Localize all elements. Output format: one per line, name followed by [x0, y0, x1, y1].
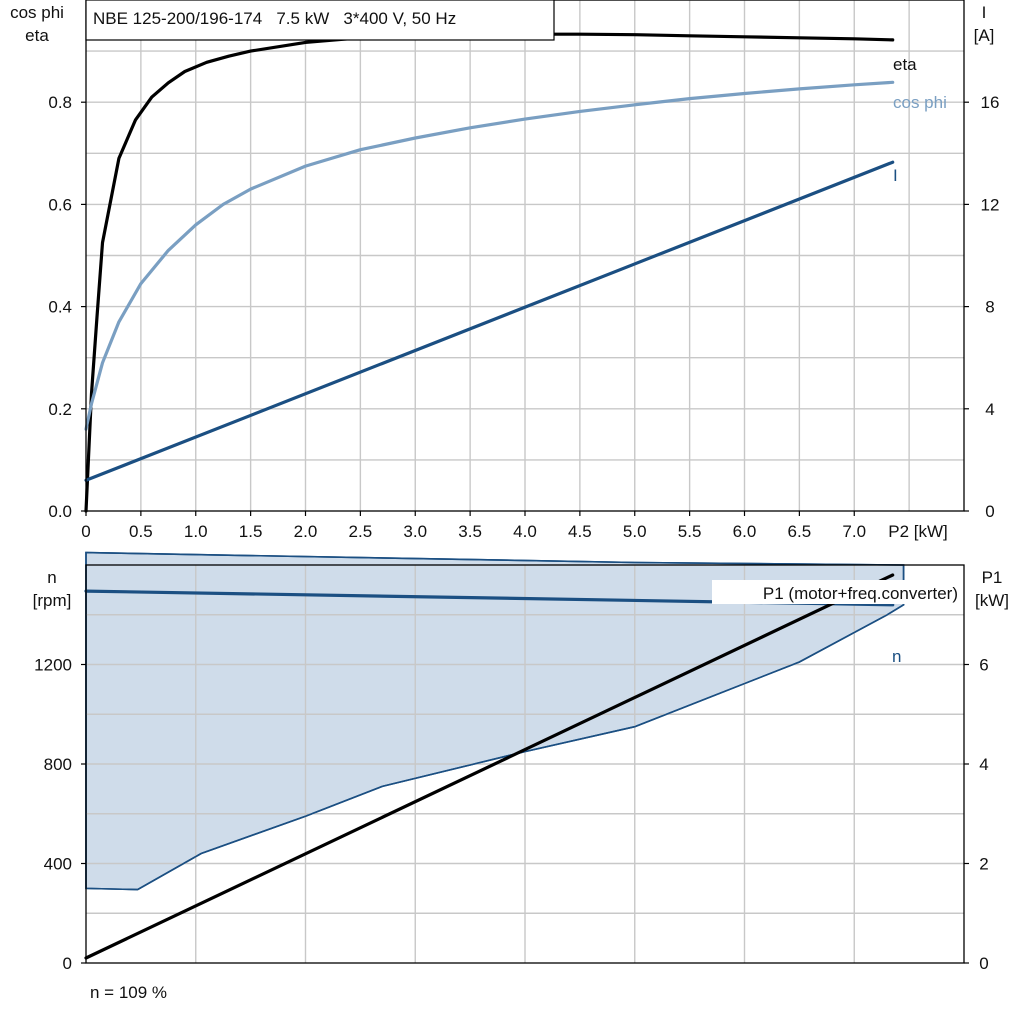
- bottom-right-tick-label: 4: [979, 755, 988, 774]
- series-label-current: I: [893, 166, 898, 185]
- series-label-eta: eta: [893, 55, 917, 74]
- top-x-tick-label: 4.5: [568, 522, 592, 541]
- bottom-right-tick-label: 6: [979, 656, 988, 675]
- top-x-ticks: 0 0.5 1.0 1.5 2.0 2.5 3.0 3.5 4.0 4.5 5.0 5.5 6.0 6.5…: [81, 511, 866, 541]
- series-line-p1: [84, 573, 895, 960]
- bottom-left-tick-label: 1200: [34, 656, 72, 675]
- top-x-tick-label: 2.5: [349, 522, 373, 541]
- bottom-right-tick-label: 2: [979, 855, 988, 874]
- chart-title: NBE 125-200/196-174 7.5 kW 3*400 V, 50 H…: [93, 9, 456, 28]
- top-x-tick-label: 0: [81, 522, 90, 541]
- top-left-axis-label-eta: eta: [25, 26, 49, 45]
- top-x-tick-label: 5.5: [678, 522, 702, 541]
- top-x-tick-label: 0.5: [129, 522, 153, 541]
- top-x-tick-label: 6.0: [733, 522, 757, 541]
- bottom-left-tick-label: 0: [63, 954, 72, 973]
- top-x-axis-label: P2 [kW]: [888, 522, 948, 541]
- top-x-tick-label: 1.5: [239, 522, 263, 541]
- bottom-left-axis-label-unit: [rpm]: [33, 591, 72, 610]
- top-right-tick-label: 12: [981, 195, 1000, 214]
- series-label-n: n: [892, 647, 901, 666]
- top-right-axis-label-current: I: [982, 3, 987, 22]
- series-line-eta: [84, 32, 895, 513]
- top-x-tick-label: 5.0: [623, 522, 647, 541]
- top-x-tick-label: 3.5: [458, 522, 482, 541]
- bottom-right-ticks: 0 2 4 6: [964, 656, 989, 973]
- bottom-right-axis-label-p1: P1: [982, 568, 1003, 587]
- top-right-axis-label-unit: [A]: [974, 26, 995, 45]
- operating-range-outline: [85, 551, 905, 891]
- bottom-left-ticks: 0 400 800 1200: [34, 656, 86, 973]
- top-left-tick-label: 0.0: [48, 502, 72, 521]
- bottom-right-axis-label-unit: [kW]: [975, 591, 1009, 610]
- top-grid: [86, 0, 964, 511]
- top-right-ticks: 0 4 8 12 16: [964, 93, 999, 521]
- top-left-tick-label: 0.2: [48, 400, 72, 419]
- bottom-left-tick-label: 400: [44, 855, 72, 874]
- top-x-tick-label: 4.0: [513, 522, 537, 541]
- p1-label-background: [712, 580, 960, 604]
- bottom-left-tick-label: 800: [44, 755, 72, 774]
- top-x-tick-label: 6.5: [788, 522, 812, 541]
- series-label-p1: P1 (motor+freq.converter): [763, 584, 958, 603]
- speed-footer: n = 109 %: [90, 983, 167, 1002]
- top-left-ticks: 0.0 0.2 0.4 0.6 0.8: [48, 93, 86, 521]
- bottom-grid: [85, 551, 964, 963]
- top-left-axis-label-cosphi: cos phi: [10, 3, 64, 22]
- top-series-group: [84, 32, 895, 513]
- top-left-tick-label: 0.6: [48, 195, 72, 214]
- top-x-tick-label: 3.0: [403, 522, 427, 541]
- top-x-tick-label: 1.0: [184, 522, 208, 541]
- top-right-tick-label: 8: [985, 298, 994, 317]
- bottom-left-axis-label-n: n: [47, 568, 56, 587]
- series-line-cos-phi: [84, 80, 895, 431]
- bottom-right-tick-label: 0: [979, 954, 988, 973]
- top-left-tick-label: 0.8: [48, 93, 72, 112]
- top-right-tick-label: 4: [985, 400, 994, 419]
- top-x-tick-label: 7.0: [842, 522, 866, 541]
- series-label-cosphi: cos phi: [893, 93, 947, 112]
- series-line-i: [84, 160, 895, 482]
- top-right-tick-label: 0: [985, 502, 994, 521]
- top-right-tick-label: 16: [981, 93, 1000, 112]
- title-box: [85, 0, 555, 41]
- top-x-tick-label: 2.0: [294, 522, 318, 541]
- top-left-tick-label: 0.4: [48, 298, 72, 317]
